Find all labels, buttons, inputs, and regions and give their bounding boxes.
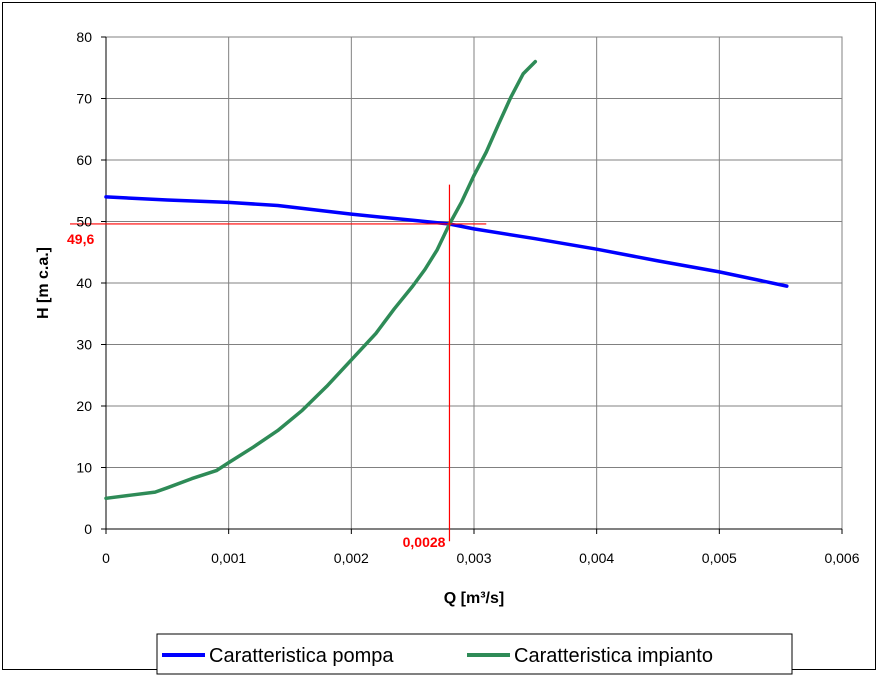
x-tick-label: 0,005 xyxy=(702,550,737,566)
legend: Caratteristica pompa Caratteristica impi… xyxy=(156,633,793,675)
x-tick-label: 0,002 xyxy=(334,550,369,566)
y-tick-label: 40 xyxy=(76,275,92,291)
annotations: 0,0028 49,6 xyxy=(67,184,487,550)
y-tick-label: 70 xyxy=(76,91,92,107)
y-tick-label: 50 xyxy=(76,214,92,230)
y-tick-label: 0 xyxy=(84,521,92,537)
annotation-x-label: 0,0028 xyxy=(403,534,446,550)
x-tick-label: 0,003 xyxy=(456,550,491,566)
y-tick-labels: 0 10 20 30 40 50 60 70 80 xyxy=(76,29,92,537)
x-tick-label: 0,001 xyxy=(211,550,246,566)
x-tick-label: 0,004 xyxy=(579,550,614,566)
y-tick-label: 60 xyxy=(76,152,92,168)
x-tick-label: 0 xyxy=(102,550,110,566)
y-axis-title: H [m c.a.] xyxy=(35,247,52,319)
series-line-caratteristica-impianto xyxy=(104,59,538,501)
x-tick-labels: 0 0,001 0,002 0,003 0,004 0,005 0,006 xyxy=(102,550,860,566)
y-tick-label: 10 xyxy=(76,460,92,476)
x-tick-label: 0,006 xyxy=(824,550,859,566)
legend-label-pompa: Caratteristica pompa xyxy=(209,645,394,667)
x-axis-title: Q [m³/s] xyxy=(444,590,504,607)
legend-label-impianto: Caratteristica impianto xyxy=(514,645,713,667)
grid xyxy=(106,37,842,529)
y-tick-label: 30 xyxy=(76,337,92,353)
y-tick-label: 20 xyxy=(76,398,92,414)
axes xyxy=(101,36,843,534)
y-tick-label: 80 xyxy=(76,29,92,45)
annotation-y-label: 49,6 xyxy=(67,231,94,247)
